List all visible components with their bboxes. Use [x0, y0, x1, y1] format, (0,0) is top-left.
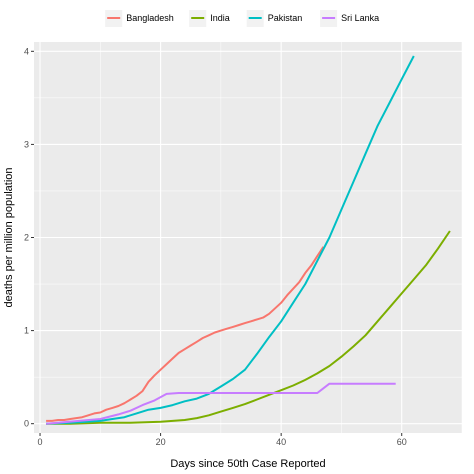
y-tick-label: 4	[24, 46, 29, 56]
axis-ticks: 0 20 40 60 0 1 2 3 4	[24, 46, 407, 447]
x-tick-label: 40	[276, 437, 286, 447]
series-line-sri-lanka	[46, 382, 396, 425]
legend-label-bangladesh: Bangladesh	[126, 13, 174, 23]
series-line-pakistan	[46, 55, 415, 425]
x-tick-label: 0	[38, 437, 43, 447]
legend: Bangladesh India Pakistan Sri Lanka	[105, 10, 379, 27]
x-tick-label: 60	[397, 437, 407, 447]
y-axis-title: deaths per million population	[3, 167, 15, 307]
series-line-bangladesh	[46, 246, 325, 422]
series-line-india	[46, 230, 451, 425]
y-tick-label: 2	[24, 233, 29, 243]
y-tick-label: 0	[24, 419, 29, 429]
x-axis-title: Days since 50th Case Reported	[170, 458, 325, 470]
grid-lines	[34, 42, 463, 433]
y-tick-label: 3	[24, 139, 29, 149]
legend-label-india: India	[210, 13, 230, 23]
legend-label-pakistan: Pakistan	[268, 13, 303, 23]
series-lines	[46, 55, 451, 425]
y-tick-label: 1	[24, 326, 29, 336]
legend-label-sri-lanka: Sri Lanka	[341, 13, 379, 23]
x-tick-label: 20	[156, 437, 166, 447]
